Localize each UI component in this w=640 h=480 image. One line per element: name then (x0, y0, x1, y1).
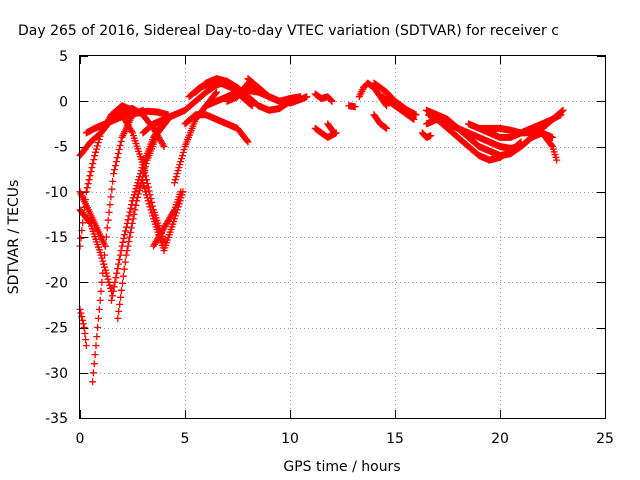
data-point-markers (517, 124, 561, 164)
data-point-markers (76, 305, 90, 350)
axis-ticks: 0 5 10 15 20 25 5 0 -5 -10 -15 -20 -25 -30 -35 (45, 49, 614, 447)
data-point-markers (181, 111, 252, 146)
series-arc15 (181, 111, 252, 146)
series-arc23 (324, 120, 338, 137)
series-arc20 (244, 75, 304, 105)
data-point-markers (418, 129, 435, 141)
y-tick-label: -25 (45, 321, 68, 337)
x-axis-label: GPS time / hours (283, 459, 400, 475)
x-tick-label: 5 (181, 431, 190, 447)
y-tick-label: -30 (45, 366, 68, 382)
x-tick-label: 15 (386, 431, 404, 447)
data-point-markers (150, 188, 185, 250)
series-arc24 (345, 102, 359, 111)
series-arc35 (418, 129, 435, 141)
data-point-markers (311, 90, 336, 105)
chart-title: Day 265 of 2016, Sidereal Day-to-day VTE… (18, 23, 559, 39)
series-arc31 (425, 111, 525, 164)
series-arc9 (108, 111, 178, 304)
y-tick-label: -10 (45, 185, 68, 201)
series-arc34 (517, 124, 561, 164)
data-point-markers (108, 111, 178, 304)
y-tick-label: 5 (59, 49, 68, 65)
data-point-markers (192, 75, 294, 114)
y-axis-label: SDTVAR / TECUs (6, 180, 22, 295)
x-tick-label: 0 (76, 431, 85, 447)
x-tick-label: 25 (596, 431, 614, 447)
x-tick-label: 20 (491, 431, 509, 447)
series-arc28 (370, 111, 391, 132)
series-arc12 (150, 188, 185, 250)
grid (80, 56, 605, 418)
series-arc27 (378, 93, 418, 123)
series-arc17 (192, 75, 294, 114)
y-tick-label: -20 (45, 275, 68, 291)
data-point-markers (370, 79, 420, 119)
y-tick-label: -35 (45, 411, 68, 427)
x-tick-label: 10 (281, 431, 299, 447)
data-point-markers (324, 120, 338, 137)
data-point-markers (378, 93, 418, 123)
data-point-markers (244, 75, 304, 105)
data-point-markers (425, 111, 525, 164)
data-points (76, 75, 567, 386)
series-arc26 (370, 79, 420, 119)
plot-frame (79, 55, 606, 419)
series-arc21 (311, 90, 336, 105)
data-point-markers (370, 111, 391, 132)
y-tick-label: -5 (54, 140, 68, 156)
data-point-markers (345, 102, 359, 111)
series-arc5 (76, 305, 90, 350)
y-tick-label: -15 (45, 230, 68, 246)
y-tick-label: 0 (59, 94, 68, 110)
